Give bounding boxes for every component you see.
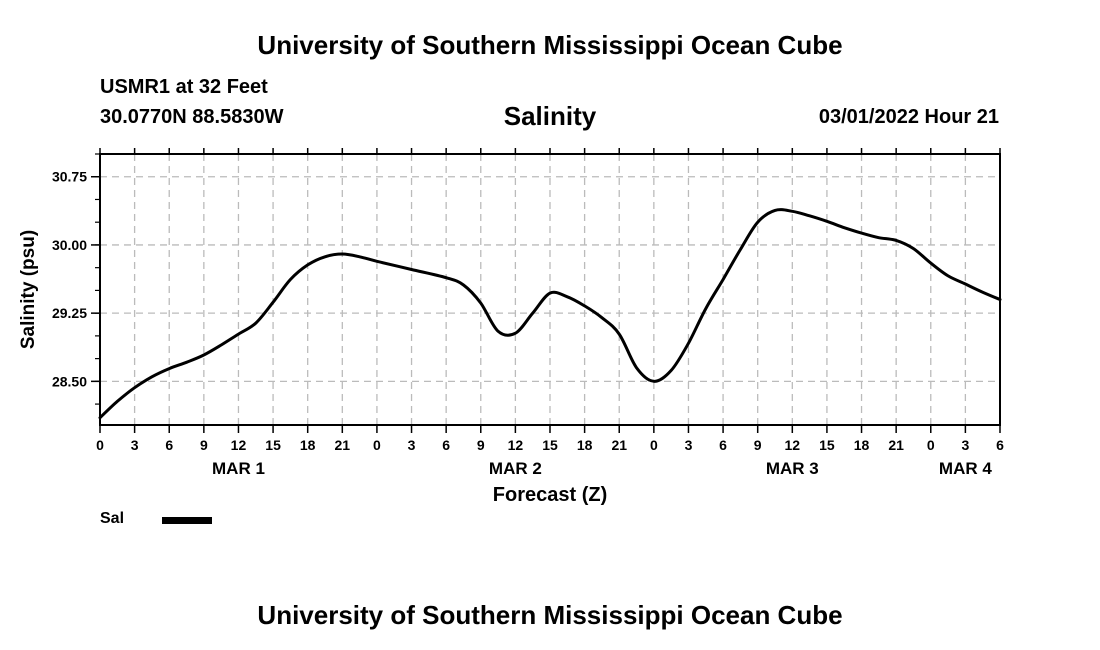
y-axis-label: Salinity (psu): [18, 230, 39, 349]
y-tick-label: 28.50: [52, 373, 87, 389]
x-tick-label: 6: [165, 437, 173, 453]
x-day-label: MAR 1: [212, 459, 265, 478]
x-tick-label: 21: [888, 437, 904, 453]
x-day-label: MAR 4: [939, 459, 992, 478]
x-tick-label: 6: [442, 437, 450, 453]
x-tick-label: 3: [685, 437, 693, 453]
x-day-label: MAR 2: [489, 459, 542, 478]
x-tick-label: 9: [200, 437, 208, 453]
x-tick-label: 12: [785, 437, 801, 453]
station-label: USMR1 at 32 Feet: [100, 76, 268, 98]
x-tick-label: 15: [819, 437, 835, 453]
y-tick-label: 30.75: [52, 169, 87, 185]
x-tick-label: 6: [719, 437, 727, 453]
x-tick-label: 3: [408, 437, 416, 453]
x-tick-label: 12: [508, 437, 524, 453]
x-tick-label: 9: [754, 437, 762, 453]
y-tick-label: 30.00: [52, 237, 87, 253]
x-tick-label: 15: [542, 437, 558, 453]
x-tick-label: 3: [961, 437, 969, 453]
x-tick-label: 15: [265, 437, 281, 453]
chart-title: Salinity: [503, 101, 597, 131]
x-tick-label: 6: [996, 437, 1004, 453]
datetime-label: 03/01/2022 Hour 21: [818, 106, 999, 128]
x-axis-label: Forecast (Z): [493, 484, 607, 506]
series-line-sal: [98, 208, 1002, 420]
x-tick-label: 0: [650, 437, 658, 453]
x-tick-label: 3: [131, 437, 139, 453]
x-tick-label: 0: [927, 437, 935, 453]
x-tick-label: 0: [373, 437, 381, 453]
coordinates-label: 30.0770N 88.5830W: [100, 106, 284, 128]
x-tick-label: 12: [231, 437, 247, 453]
x-day-label: MAR 3: [766, 459, 819, 478]
y-tick-label: 29.25: [52, 305, 87, 321]
x-tick-label: 9: [477, 437, 485, 453]
x-tick-label: 0: [96, 437, 104, 453]
legend-label: Sal: [100, 510, 125, 527]
x-tick-label: 21: [335, 437, 351, 453]
footer-title: University of Southern Mississippi Ocean…: [257, 600, 843, 630]
legend-line-swatch: [162, 517, 212, 524]
x-tick-label: 18: [577, 437, 593, 453]
x-tick-label: 18: [854, 437, 870, 453]
x-tick-label: 21: [611, 437, 627, 453]
x-tick-label: 18: [300, 437, 316, 453]
page-title: University of Southern Mississippi Ocean…: [257, 30, 843, 60]
